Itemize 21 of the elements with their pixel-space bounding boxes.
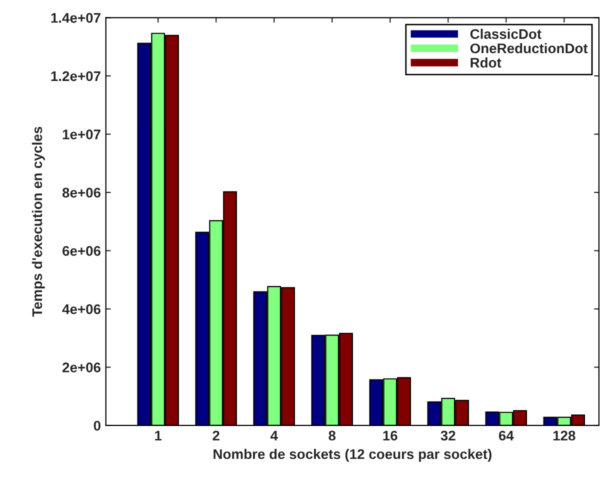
legend-label: ClassicDot: [470, 28, 542, 39]
x-tick-label: 2: [212, 430, 220, 440]
x-tick-label: 16: [383, 430, 398, 441]
y-tick-label: 6e+06: [62, 246, 101, 256]
x-tick-label: 128: [553, 430, 576, 441]
legend-label: Rdot: [470, 57, 502, 68]
legend-label: OneReductionDot: [470, 43, 588, 54]
x-axis-title: Nombre de sockets (12 coeurs par socket): [214, 448, 492, 462]
y-tick-label: 2e+06: [62, 362, 101, 372]
x-tick-label: 32: [440, 430, 456, 441]
y-tick-label: 1.2e+07: [51, 71, 100, 82]
x-tick-label: 64: [498, 430, 514, 441]
y-tick-label: 0: [94, 420, 100, 431]
y-tick-label: 8e+06: [62, 188, 101, 198]
y-tick-label: 4e+06: [62, 304, 101, 314]
y-tick-label: 1e+07: [62, 130, 100, 140]
x-tick-label: 1: [155, 430, 162, 440]
y-axis-title: Temps d'execution en cycles: [32, 126, 45, 317]
y-tick-label: 1.4e+07: [51, 12, 100, 23]
x-tick-label: 4: [270, 430, 278, 440]
x-tick-label: 8: [328, 430, 336, 441]
